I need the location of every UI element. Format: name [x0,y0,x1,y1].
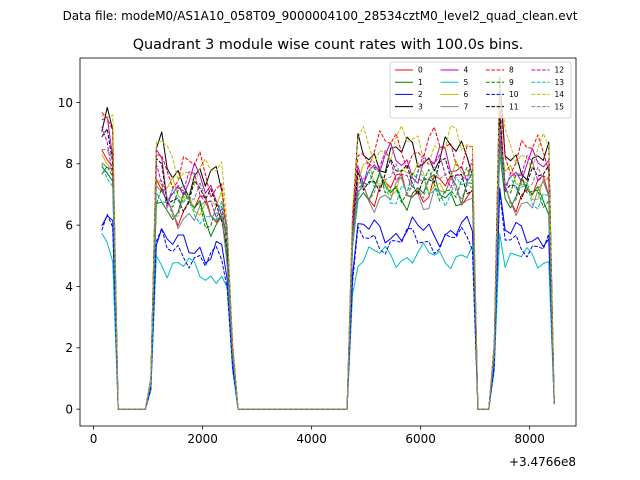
y-tick-label: 0 [65,402,73,416]
legend-label-6: 6 [464,90,469,99]
plot-area [101,76,555,410]
series-line-15 [101,128,555,410]
suptitle: Data file: modeM0/AS1A10_058T09_90000041… [63,9,578,23]
y-tick-label: 10 [58,96,73,110]
legend-label-10: 10 [509,90,519,99]
legend-label-13: 13 [555,78,565,87]
y-tick-label: 2 [65,341,73,355]
legend-label-4: 4 [464,66,469,75]
legend-box [389,61,572,119]
x-tick-label: 2000 [187,432,218,446]
legend-label-8: 8 [509,66,514,75]
legend-label-3: 3 [418,102,423,111]
legend-label-11: 11 [509,102,519,111]
x-axis: 0 2000 4000 6000 8000 [90,426,545,446]
legend-label-7: 7 [464,102,469,111]
legend-label-14: 14 [555,90,565,99]
legend-label-2: 2 [418,90,423,99]
y-tick-label: 8 [65,157,73,171]
x-offset-label: +3.4766e8 [509,455,576,469]
legend-label-0: 0 [418,66,423,75]
x-tick-label: 4000 [296,432,327,446]
legend-label-15: 15 [555,102,565,111]
x-tick-label: 0 [90,432,98,446]
x-tick-label: 6000 [405,432,436,446]
legend-label-1: 1 [418,78,423,87]
chart-title: Quadrant 3 module wise count rates with … [133,37,524,53]
legend-label-12: 12 [555,66,565,75]
legend-label-9: 9 [509,78,514,87]
y-tick-label: 4 [65,280,73,294]
y-tick-label: 6 [65,218,73,232]
y-axis: 0 2 4 6 8 10 [58,96,80,416]
legend-label-5: 5 [464,78,469,87]
x-tick-label: 8000 [514,432,545,446]
axes-frame [79,57,577,427]
